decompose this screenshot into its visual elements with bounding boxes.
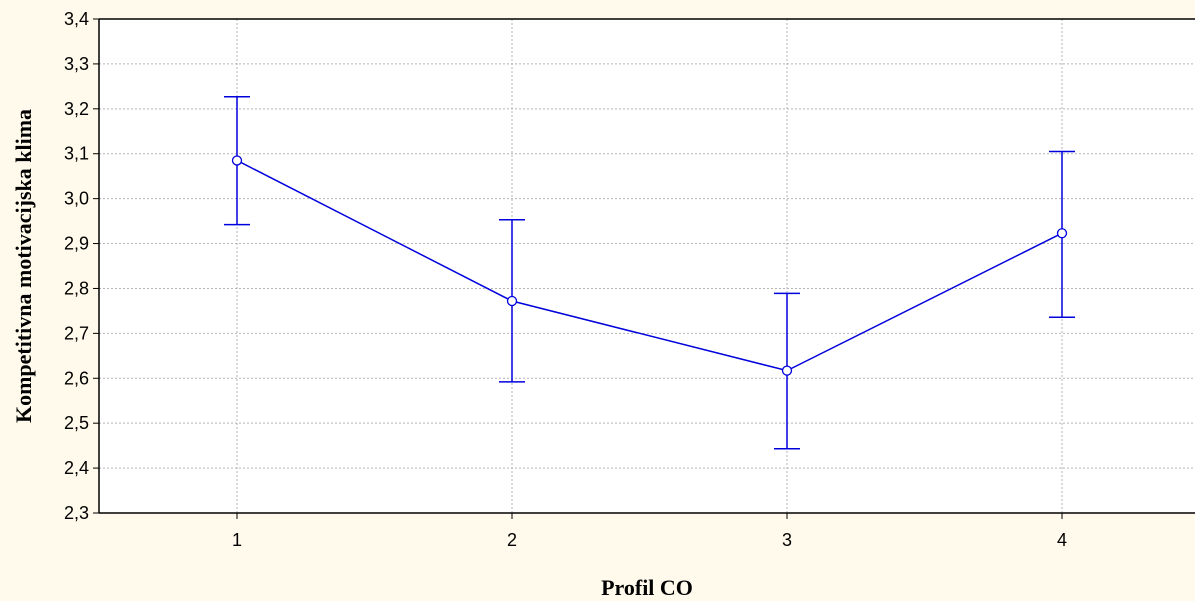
data-point bbox=[1056, 228, 1068, 239]
x-tick-label: 1 bbox=[232, 530, 242, 550]
y-tick-label: 3,2 bbox=[64, 99, 89, 119]
plot-area bbox=[99, 19, 1195, 513]
y-tick-label: 3,3 bbox=[64, 54, 89, 74]
y-tick-label: 2,6 bbox=[64, 368, 89, 388]
x-tick-label: 4 bbox=[1057, 530, 1067, 550]
y-axis-title: Kompetitivna motivacijska klima bbox=[11, 109, 36, 423]
grid bbox=[99, 18, 1195, 513]
data-point bbox=[231, 155, 243, 166]
axes bbox=[93, 18, 1195, 519]
x-tick-label: 3 bbox=[782, 530, 792, 550]
y-tick-label: 2,4 bbox=[64, 458, 89, 478]
x-axis-title: Profil CO bbox=[601, 575, 693, 600]
x-tick-label: 2 bbox=[507, 530, 517, 550]
data-point bbox=[781, 365, 793, 376]
y-tick-label: 2,8 bbox=[64, 278, 89, 298]
y-tick-labels: 2,3 2,4 2,5 2,6 2,7 2,8 2,9 3,0 3,1 3,2 3,3 3,4 bbox=[64, 9, 89, 523]
y-tick-label: 2,3 bbox=[64, 503, 89, 523]
y-tick-label: 2,9 bbox=[64, 234, 89, 254]
y-tick-label: 2,5 bbox=[64, 413, 89, 433]
y-tick-label: 3,0 bbox=[64, 189, 89, 209]
series-group bbox=[224, 95, 1075, 450]
series-line bbox=[236, 159, 1063, 372]
y-tick-label: 3,1 bbox=[64, 144, 89, 164]
x-tick-labels: 1 2 3 4 bbox=[232, 530, 1067, 550]
data-point bbox=[506, 295, 518, 307]
y-tick-label: 3,4 bbox=[64, 9, 89, 29]
y-tick-label: 2,7 bbox=[64, 323, 89, 343]
